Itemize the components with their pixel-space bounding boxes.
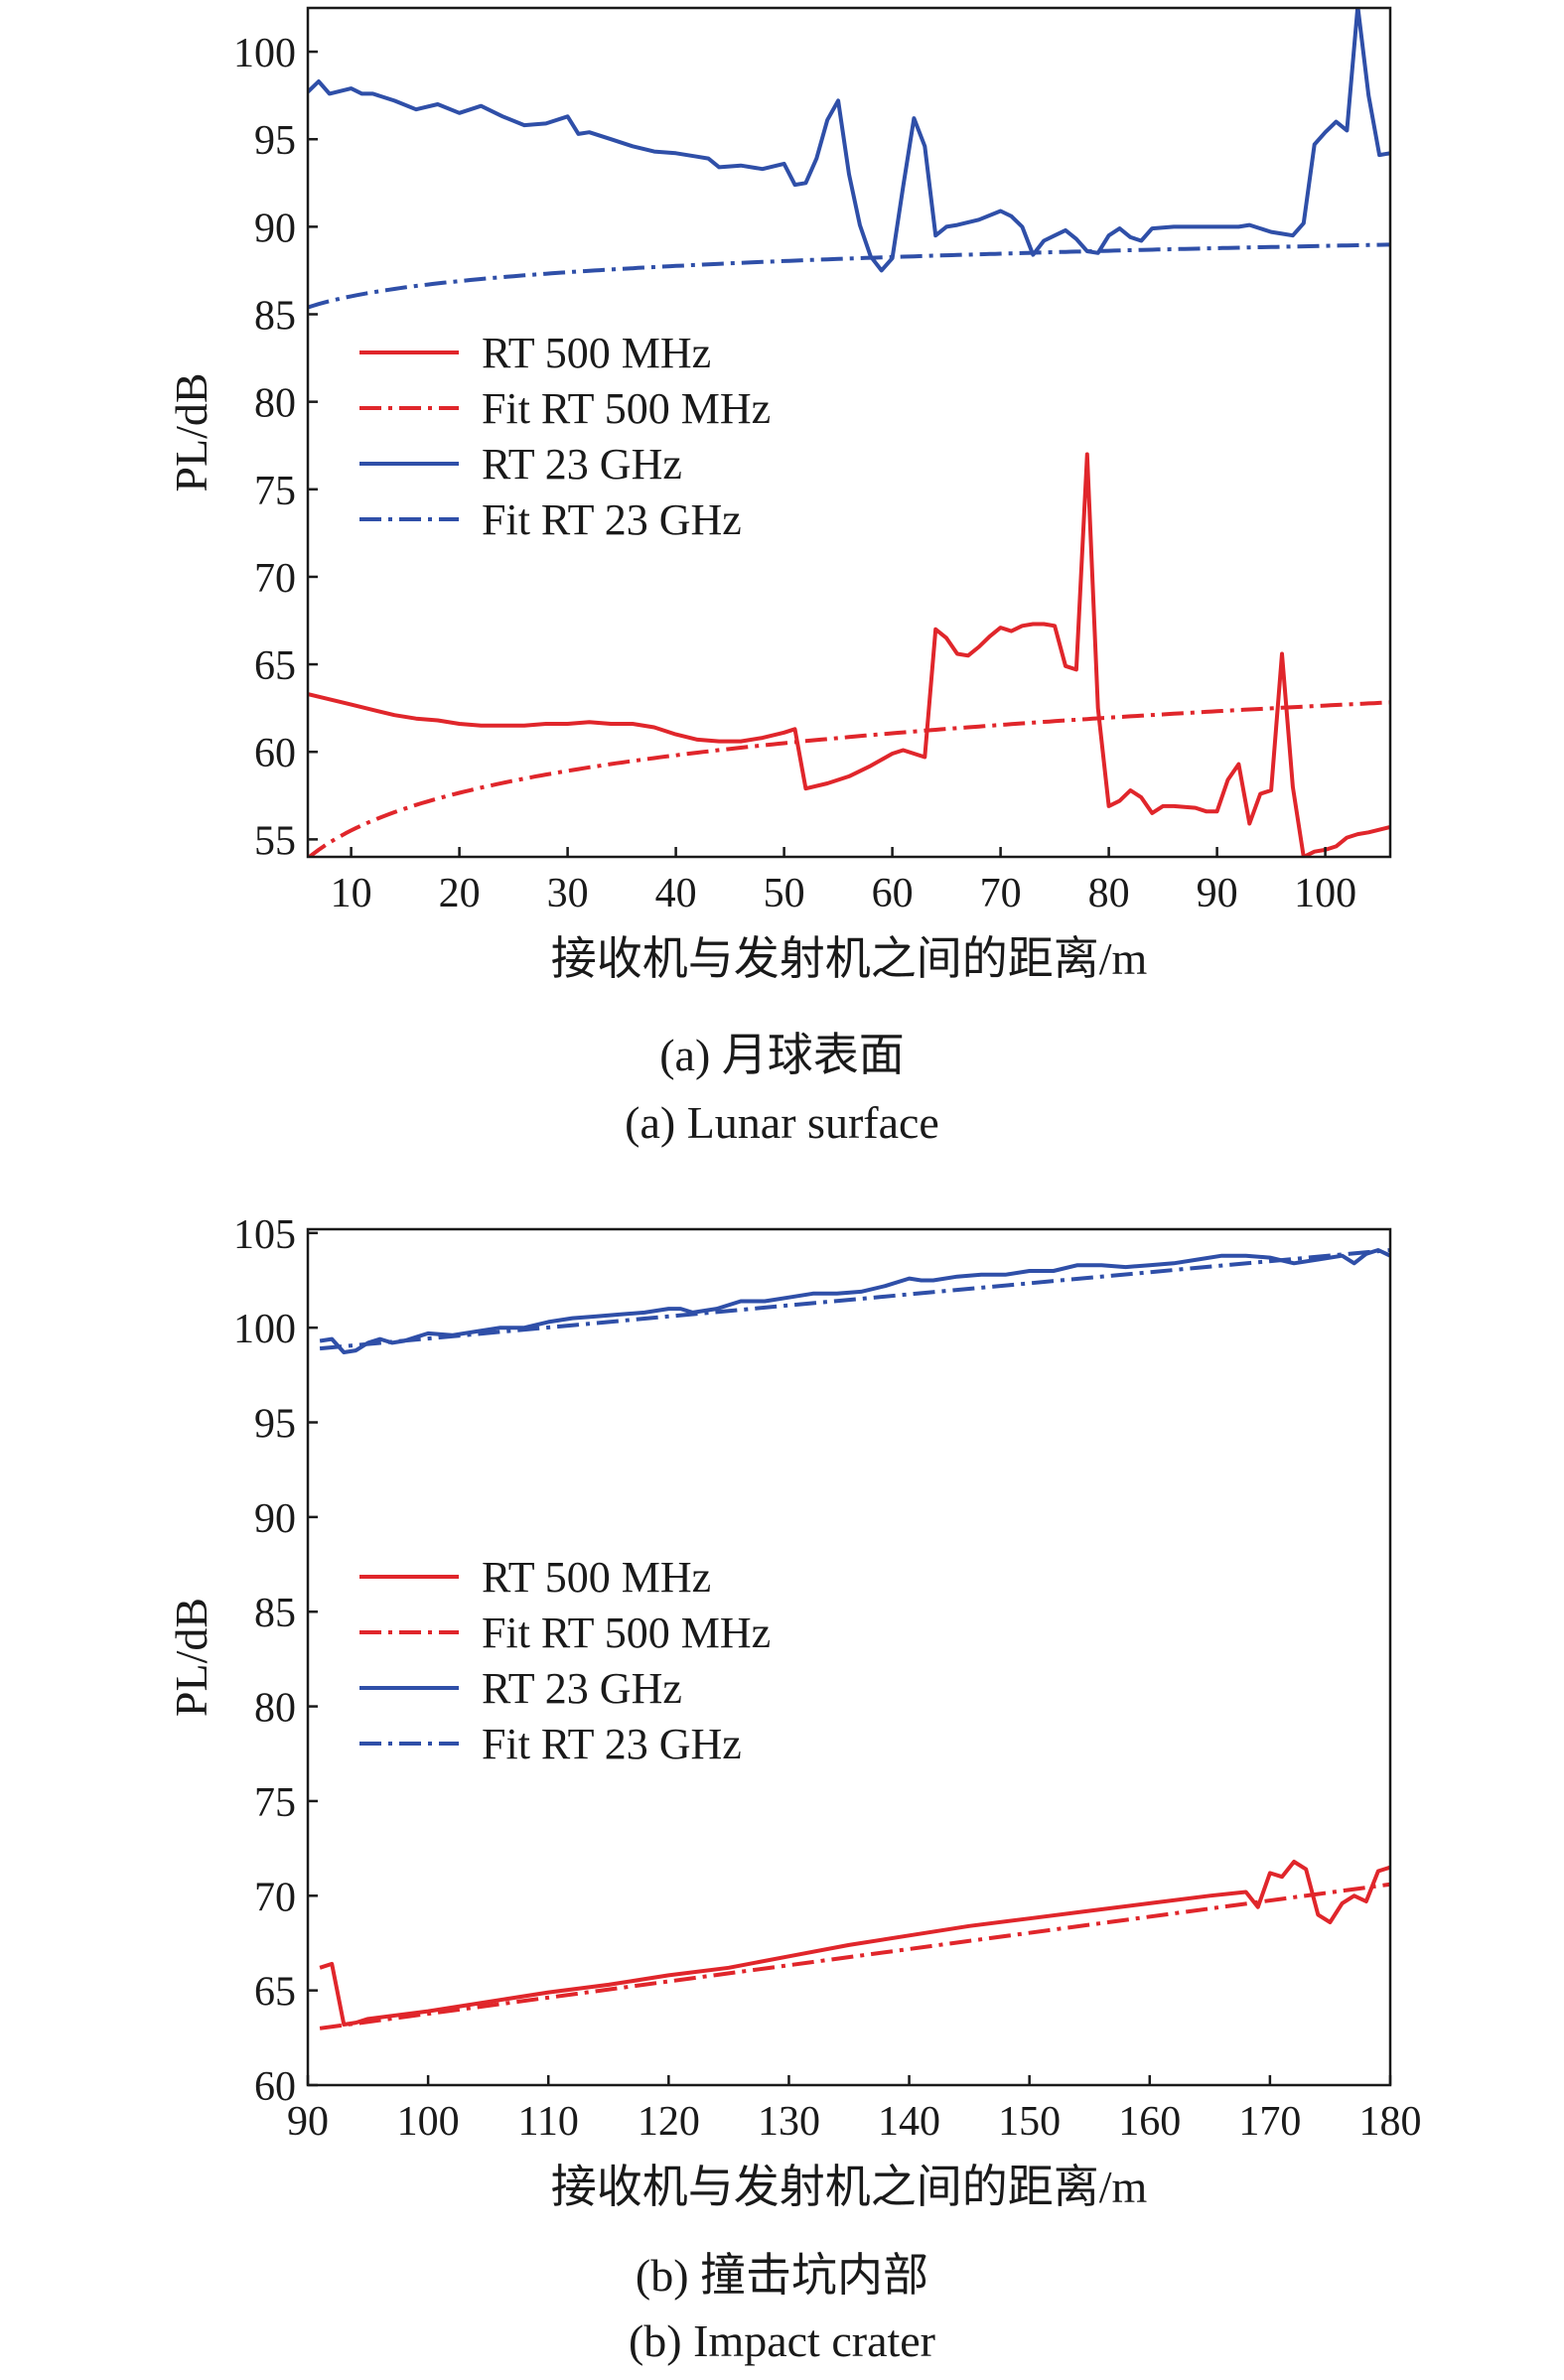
y-tick-label: 80	[254, 381, 296, 427]
plot-frame-b	[306, 1227, 1392, 2087]
x-tick-label: 140	[878, 2099, 940, 2145]
legend-label: Fit RT 23 GHz	[482, 495, 742, 544]
y-tick-label: 95	[254, 1402, 296, 1448]
series-line-b-rt-500-mhz	[319, 1860, 1390, 2027]
plot-frame-a	[306, 6, 1392, 859]
x-tick-label: 60	[872, 871, 914, 916]
x-tick-label: 10	[331, 871, 372, 916]
x-axis-label: 接收机与发射机之间的距离/m	[551, 933, 1148, 984]
y-tick-label: 85	[254, 294, 296, 340]
series-line-b-fit-rt-23-ghz	[319, 1248, 1390, 1351]
x-tick-label: 100	[397, 2099, 460, 2145]
x-tick-label: 120	[638, 2099, 700, 2145]
x-tick-label: 70	[980, 871, 1022, 916]
y-axis-label: PL/dB	[166, 372, 216, 491]
y-tick-label: 100	[233, 31, 296, 76]
legend-label: RT 23 GHz	[482, 440, 682, 489]
series-line-a-fit-rt-500-mhz	[308, 700, 1390, 857]
x-tick-label: 160	[1118, 2099, 1181, 2145]
y-tick-label: 55	[254, 818, 296, 864]
caption-b-english: (b) Impact crater	[628, 2315, 936, 2366]
caption-a-english: (a) Lunar surface	[625, 1097, 939, 1148]
x-tick-label: 170	[1238, 2099, 1301, 2145]
y-tick-label: 85	[254, 1591, 296, 1636]
x-tick-label: 80	[1088, 871, 1130, 916]
legend-label: Fit RT 23 GHz	[482, 1720, 742, 1768]
y-tick-label: 75	[254, 469, 296, 514]
series-line-b-rt-23-ghz	[319, 1248, 1390, 1354]
x-tick-label: 50	[764, 871, 805, 916]
y-tick-label: 100	[233, 1307, 296, 1352]
y-tick-label: 60	[254, 731, 296, 776]
series-line-a-rt-23-ghz	[308, 8, 1390, 273]
y-tick-label: 70	[254, 556, 296, 602]
x-tick-label: 40	[655, 871, 697, 916]
y-tick-label: 80	[254, 1686, 296, 1732]
y-tick-label: 60	[254, 2064, 296, 2110]
legend-label: Fit RT 500 MHz	[482, 384, 771, 433]
series-line-a-rt-500-mhz	[308, 452, 1390, 857]
caption-b-chinese: (b) 撞击坑内部	[635, 2250, 929, 2301]
legend-label: Fit RT 500 MHz	[482, 1609, 771, 1657]
legend-label: RT 23 GHz	[482, 1664, 682, 1713]
x-tick-label: 20	[439, 871, 481, 916]
x-tick-label: 110	[517, 2099, 578, 2145]
series-line-a-fit-rt-23-ghz	[308, 242, 1390, 310]
y-tick-label: 65	[254, 1970, 296, 2016]
y-tick-label: 90	[254, 206, 296, 251]
y-axis-label: PL/dB	[166, 1598, 216, 1717]
x-tick-label: 100	[1294, 871, 1356, 916]
x-tick-label: 180	[1359, 2099, 1422, 2145]
x-tick-label: 90	[287, 2099, 329, 2145]
legend-label: RT 500 MHz	[482, 329, 711, 377]
x-axis-label: 接收机与发射机之间的距离/m	[551, 2162, 1148, 2212]
x-tick-label: 130	[758, 2099, 820, 2145]
y-tick-label: 65	[254, 643, 296, 689]
legend-label: RT 500 MHz	[482, 1553, 711, 1602]
y-tick-label: 105	[233, 1212, 296, 1258]
caption-a-chinese: (a) 月球表面	[659, 1030, 905, 1080]
y-tick-label: 70	[254, 1875, 296, 1920]
y-tick-label: 75	[254, 1780, 296, 1826]
x-tick-label: 30	[547, 871, 589, 916]
series-line-b-fit-rt-500-mhz	[319, 1882, 1390, 2030]
x-tick-label: 150	[998, 2099, 1061, 2145]
x-tick-label: 90	[1197, 871, 1238, 916]
y-tick-label: 95	[254, 118, 296, 164]
y-tick-label: 90	[254, 1496, 296, 1542]
